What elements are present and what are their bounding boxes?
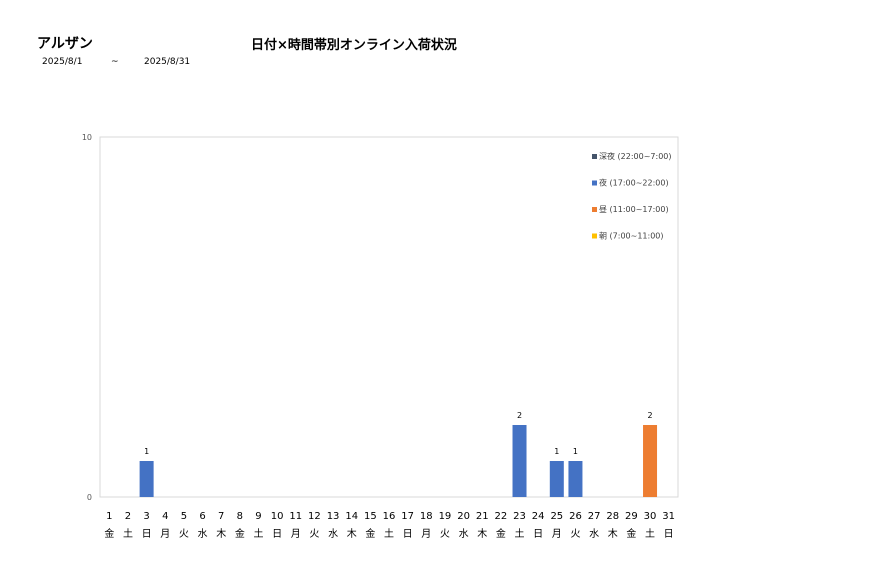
x-weekday-label: 土 — [515, 527, 525, 540]
x-tick-label: 17 — [401, 511, 414, 522]
x-weekday-label: 木 — [608, 528, 618, 540]
x-weekday-label: 土 — [645, 527, 655, 540]
legend-label: 朝 (7:00~11:00) — [599, 232, 664, 241]
x-tick-label: 14 — [345, 511, 358, 522]
x-weekday-label: 月 — [291, 528, 301, 540]
x-tick-label: 3 — [143, 511, 149, 522]
x-weekday-label: 日 — [142, 529, 152, 540]
x-tick-label: 18 — [420, 511, 433, 522]
x-weekday-label: 火 — [179, 528, 189, 540]
x-weekday-label: 木 — [216, 528, 226, 540]
x-weekday-label: 月 — [552, 528, 562, 540]
chart-title: 日付×時間帯別オンライン入荷状況 — [251, 38, 457, 53]
x-weekday-label: 土 — [123, 527, 133, 540]
bar — [512, 425, 527, 497]
x-tick-label: 23 — [513, 511, 526, 522]
data-label: 1 — [554, 447, 559, 456]
x-tick-label: 1 — [106, 511, 112, 522]
x-tick-label: 19 — [439, 511, 452, 522]
legend-label: 深夜 (22:00~7:00) — [599, 151, 672, 161]
legend-swatch — [592, 154, 597, 159]
x-weekday-label: 金 — [365, 527, 375, 540]
y-tick-label: 10 — [82, 133, 92, 142]
x-tick-label: 28 — [606, 511, 619, 522]
x-tick-label: 10 — [271, 511, 284, 522]
x-tick-label: 7 — [218, 511, 224, 522]
legend-swatch — [592, 233, 597, 239]
data-label: 2 — [647, 411, 652, 420]
x-tick-label: 25 — [550, 511, 563, 522]
bar — [568, 461, 583, 497]
x-tick-label: 6 — [199, 511, 205, 522]
x-weekday-label: 水 — [328, 528, 338, 540]
data-label: 2 — [517, 411, 522, 420]
x-weekday-label: 日 — [533, 529, 543, 540]
legend-swatch — [592, 180, 597, 186]
x-tick-label: 27 — [588, 511, 601, 522]
x-tick-label: 29 — [625, 511, 638, 522]
bar — [549, 461, 564, 497]
x-weekday-label: 火 — [440, 528, 450, 540]
x-tick-label: 8 — [237, 511, 243, 522]
x-weekday-label: 金 — [496, 527, 506, 540]
bar — [643, 425, 658, 497]
data-label: 1 — [144, 447, 149, 456]
x-tick-label: 31 — [662, 511, 675, 522]
x-weekday-label: 土 — [384, 527, 394, 540]
x-weekday-label: 水 — [459, 528, 469, 540]
x-weekday-label: 火 — [309, 528, 319, 540]
x-weekday-label: 金 — [104, 527, 114, 540]
legend-swatch — [592, 207, 597, 212]
x-weekday-label: 水 — [589, 528, 599, 540]
plot-area — [99, 136, 679, 498]
x-tick-label: 15 — [364, 511, 377, 522]
x-tick-label: 30 — [644, 511, 657, 522]
x-weekday-label: 土 — [253, 527, 263, 540]
data-label: 1 — [573, 447, 578, 456]
x-weekday-label: 金 — [235, 527, 245, 540]
x-tick-label: 21 — [476, 511, 489, 522]
date-separator: ~ — [111, 57, 119, 67]
x-tick-label: 13 — [327, 511, 340, 522]
x-tick-label: 2 — [125, 511, 131, 522]
x-tick-label: 5 — [181, 511, 187, 522]
x-tick-label: 24 — [532, 511, 545, 522]
x-weekday-label: 日 — [272, 529, 282, 540]
x-weekday-label: 金 — [626, 527, 636, 540]
x-tick-label: 20 — [457, 511, 470, 522]
legend-label: 夜 (17:00~22:00) — [599, 178, 669, 188]
x-weekday-label: 木 — [347, 528, 357, 540]
x-tick-label: 9 — [255, 511, 261, 522]
x-tick-label: 4 — [162, 511, 168, 522]
x-weekday-label: 月 — [160, 528, 170, 540]
x-tick-label: 11 — [289, 511, 302, 522]
x-weekday-label: 日 — [403, 529, 413, 540]
store-name: アルザン — [37, 36, 93, 52]
y-tick-label: 0 — [87, 493, 92, 502]
legend-label: 昼 (11:00~17:00) — [599, 205, 669, 214]
x-weekday-label: 水 — [198, 528, 208, 540]
x-tick-label: 12 — [308, 511, 321, 522]
x-weekday-label: 火 — [570, 528, 580, 540]
date-to: 2025/8/31 — [144, 57, 191, 67]
x-weekday-label: 月 — [421, 528, 431, 540]
x-weekday-label: 木 — [477, 528, 487, 540]
x-tick-label: 22 — [495, 511, 508, 522]
bar — [139, 461, 154, 497]
x-tick-label: 26 — [569, 511, 582, 522]
date-from: 2025/8/1 — [42, 57, 83, 67]
x-weekday-label: 日 — [664, 529, 674, 540]
x-tick-label: 16 — [383, 511, 396, 522]
